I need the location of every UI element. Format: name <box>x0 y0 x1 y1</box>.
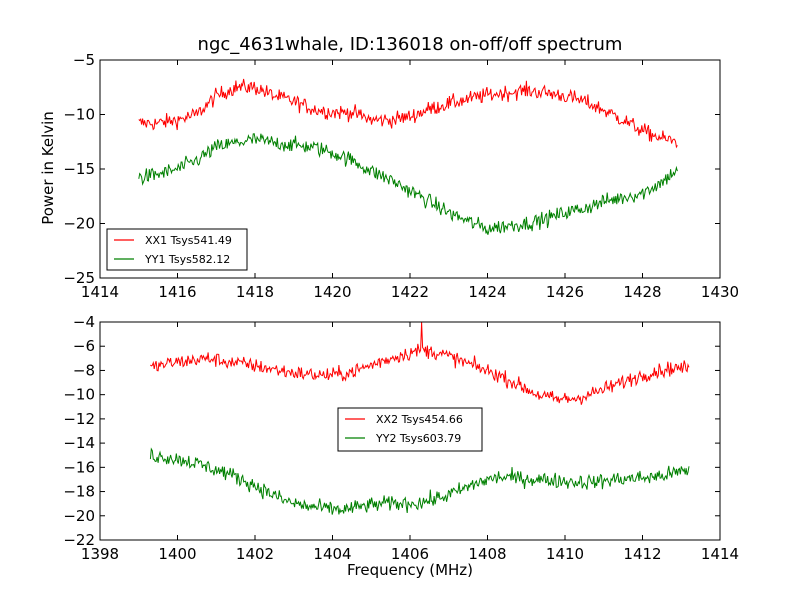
series-line-1-1 <box>138 78 678 149</box>
y-tick-label: −15 <box>63 160 95 178</box>
y-tick-label: −10 <box>63 386 95 404</box>
y-tick-label: −6 <box>73 337 95 355</box>
x-tick-label: 1424 <box>468 283 506 301</box>
x-tick-label: 1402 <box>236 545 274 563</box>
x-tick-label: 1422 <box>391 283 429 301</box>
y-tick-label: −18 <box>63 483 95 501</box>
series-line-1-2 <box>138 133 678 235</box>
x-tick-label: 1426 <box>546 283 584 301</box>
legend-label: XX1 Tsys541.49 <box>145 234 232 247</box>
legend-label: YY2 Tsys603.79 <box>375 432 461 445</box>
series-line-2-1 <box>150 322 690 405</box>
y-tick-label: −25 <box>63 269 95 287</box>
x-tick-label: 1430 <box>701 283 739 301</box>
x-tick-label: 1414 <box>81 283 119 301</box>
x-axis-label: Frequency (MHz) <box>346 561 474 579</box>
x-tick-label: 1408 <box>468 545 506 563</box>
y-tick-label: −20 <box>63 507 95 525</box>
x-tick-label: 1428 <box>623 283 661 301</box>
x-tick-label: 1416 <box>158 283 196 301</box>
legend-box-1 <box>106 228 248 271</box>
y-tick-label: −22 <box>63 531 95 549</box>
series-line-2-2 <box>149 447 690 515</box>
y-tick-label: −5 <box>73 51 95 69</box>
legend-label: YY1 Tsys582.12 <box>144 253 230 266</box>
y-tick-label: −10 <box>63 106 95 124</box>
x-tick-label: 1410 <box>546 545 584 563</box>
chart-title: ngc_4631whale, ID:136018 on-off/off spec… <box>197 34 623 55</box>
x-tick-label: 1398 <box>81 545 119 563</box>
y-tick-label: −8 <box>73 361 95 379</box>
x-tick-label: 1404 <box>313 545 351 563</box>
y-tick-label: −12 <box>63 410 95 428</box>
legend-box-2 <box>337 407 483 452</box>
y-tick-label: −20 <box>63 215 95 233</box>
x-tick-label: 1414 <box>701 545 739 563</box>
x-tick-label: 1420 <box>313 283 351 301</box>
x-tick-label: 1418 <box>236 283 274 301</box>
y-tick-label: −16 <box>63 458 95 476</box>
x-tick-label: 1412 <box>623 545 661 563</box>
x-tick-label: 1406 <box>391 545 429 563</box>
y-tick-label: −4 <box>73 313 95 331</box>
x-tick-label: 1400 <box>158 545 196 563</box>
legend-label: XX2 Tsys454.66 <box>376 413 463 426</box>
y-tick-label: −14 <box>63 434 95 452</box>
